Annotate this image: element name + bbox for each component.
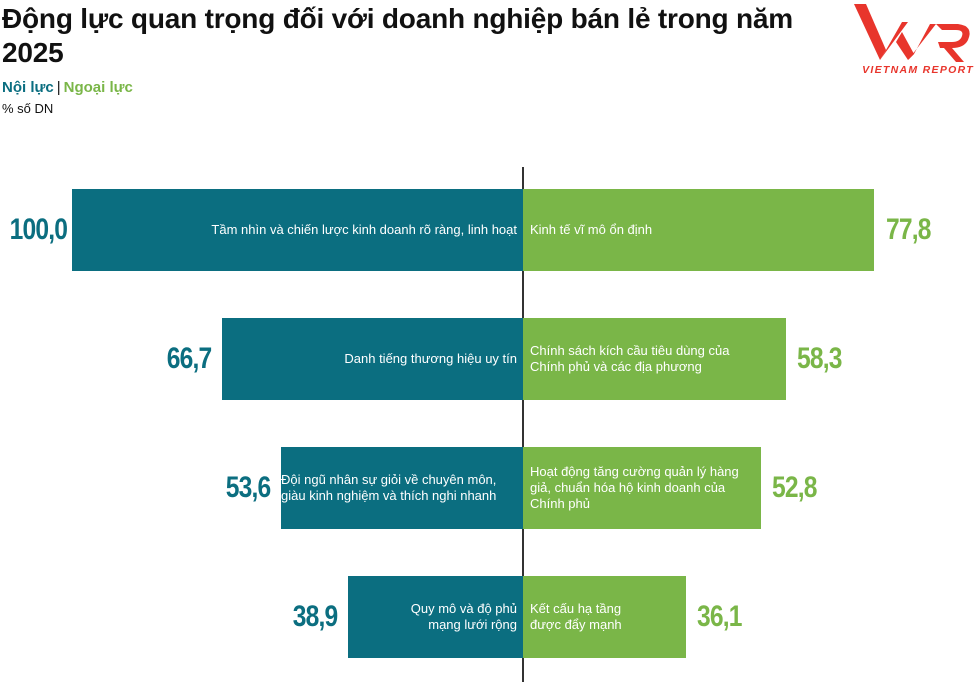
inner-value: 53,6 [225, 471, 270, 504]
unit-label: % số DN [2, 101, 54, 116]
logo-text: VIETNAM REPORT [862, 64, 974, 76]
inner-label: Tầm nhìn và chiến lược kinh doanh rõ ràn… [211, 222, 517, 237]
inner-label: Quy mô và độ phủ mạng lưới rộng [410, 601, 517, 632]
outer-value: 58,3 [797, 342, 842, 375]
outer-label: Hoạt động tăng cường quản lý hàng giả, c… [530, 464, 739, 511]
outer-bar: Chính sách kích cầu tiêu dùng của Chính … [523, 318, 786, 400]
inner-bar: Quy mô và độ phủ mạng lưới rộng [348, 576, 523, 658]
outer-label: Chính sách kích cầu tiêu dùng của Chính … [530, 343, 730, 374]
outer-label: Kết cấu hạ tầng được đẩy mạnh [530, 601, 622, 632]
outer-bar: Kinh tế vĩ mô ổn định [523, 189, 874, 271]
legend-separator: | [56, 79, 61, 96]
inner-value: 66,7 [166, 342, 211, 375]
inner-value: 100,0 [9, 213, 68, 246]
inner-label: Đội ngũ nhân sự giỏi về chuyên môn, giàu… [281, 472, 497, 503]
outer-bar: Kết cấu hạ tầng được đẩy mạnh [523, 576, 686, 658]
outer-value: 36,1 [697, 600, 742, 633]
legend: Nội lực | Ngoại lực [2, 79, 133, 96]
outer-value: 52,8 [772, 471, 817, 504]
inner-bar: Tầm nhìn và chiến lược kinh doanh rõ ràn… [72, 189, 523, 271]
inner-bar: Danh tiếng thương hiệu uy tín [222, 318, 523, 400]
outer-value: 77,8 [886, 213, 931, 246]
outer-label: Kinh tế vĩ mô ổn định [530, 222, 653, 237]
legend-inner: Nội lực [2, 79, 54, 96]
outer-bar: Hoạt động tăng cường quản lý hàng giả, c… [523, 447, 761, 529]
inner-bar: Đội ngũ nhân sự giỏi về chuyên môn, giàu… [281, 447, 523, 529]
chart-title: Động lực quan trọng đối với doanh nghiệp… [2, 3, 793, 68]
inner-value: 38,9 [292, 600, 337, 633]
legend-outer: Ngoại lực [63, 79, 133, 96]
center-axis [522, 167, 524, 682]
vnr-logo-icon [854, 4, 970, 62]
inner-label: Danh tiếng thương hiệu uy tín [344, 351, 517, 366]
